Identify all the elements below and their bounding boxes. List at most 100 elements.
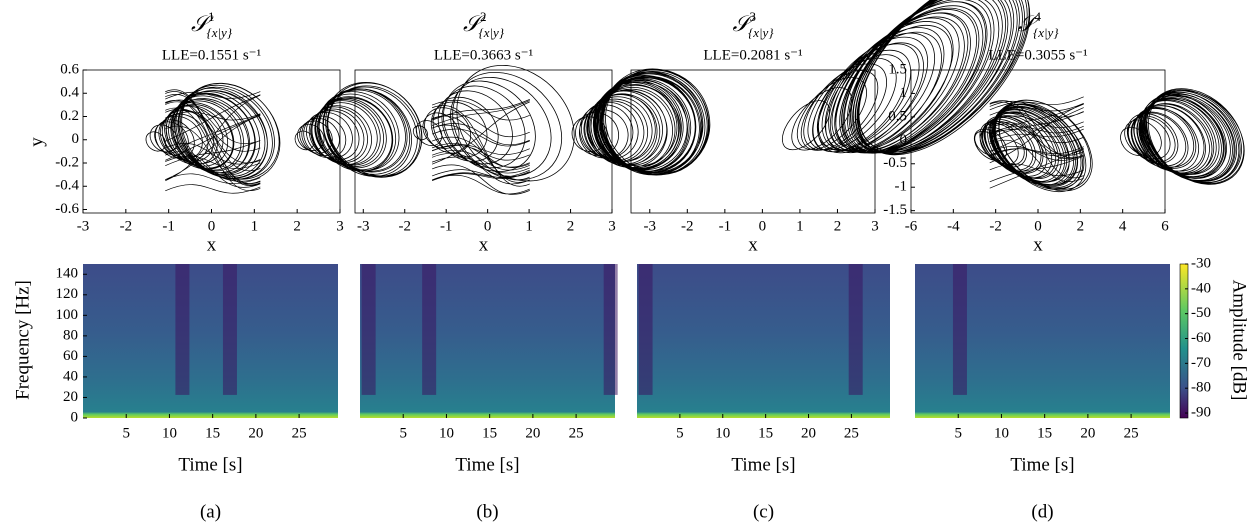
title-sub: {x|y} bbox=[748, 25, 774, 40]
y-tick-label: 140 bbox=[56, 266, 79, 282]
x-tick-label: 25 bbox=[292, 425, 307, 441]
y-tick-label: 0.4 bbox=[60, 85, 79, 101]
trajectory-loop bbox=[781, 0, 1031, 156]
colorbar bbox=[1179, 263, 1189, 419]
y-tick-label: 20 bbox=[63, 389, 78, 405]
spectrogram-dip bbox=[222, 264, 237, 395]
trajectory-loop bbox=[145, 82, 281, 182]
colorbar-tick-label: -80 bbox=[1191, 380, 1211, 396]
x-tick-label: -3 bbox=[357, 218, 370, 234]
trajectory-link bbox=[165, 89, 261, 194]
x-tick-label: 15 bbox=[1037, 425, 1052, 441]
title-sup: 3 bbox=[750, 9, 757, 24]
x-tick-label: 6 bbox=[1161, 218, 1169, 234]
trajectory bbox=[145, 81, 423, 194]
colorbar-tick-label: -70 bbox=[1191, 355, 1211, 371]
trajectory-loop bbox=[294, 81, 423, 178]
x-tick-label: 25 bbox=[844, 425, 859, 441]
trajectory-loop bbox=[1120, 88, 1245, 185]
x-tick-label: 10 bbox=[439, 425, 454, 441]
x-tick-label: -3 bbox=[644, 218, 657, 234]
panel-subtitle: LLE=0.2081 s⁻¹ bbox=[703, 47, 802, 63]
x-tick-label: 0 bbox=[759, 218, 767, 234]
x-tick-label: -2 bbox=[989, 218, 1002, 234]
x-tick-label: -1 bbox=[162, 218, 175, 234]
x-tick-label: 2 bbox=[1077, 218, 1085, 234]
x-tick-label: 10 bbox=[715, 425, 730, 441]
trajectory-link bbox=[989, 96, 1084, 189]
x-axis-label: x bbox=[1033, 234, 1043, 255]
spectrogram-dip bbox=[175, 264, 190, 395]
x-axis-label: Time [s] bbox=[1010, 454, 1074, 475]
panel-subtitle: LLE=0.3663 s⁻¹ bbox=[434, 47, 533, 63]
spectrogram-dip bbox=[603, 264, 618, 395]
x-axis-label: x bbox=[207, 234, 217, 255]
x-tick-label: 25 bbox=[1124, 425, 1139, 441]
y-tick-label: 0 bbox=[72, 131, 80, 147]
x-tick-label: 1 bbox=[525, 218, 533, 234]
spectrogram-dip bbox=[361, 264, 376, 395]
trajectory bbox=[781, 0, 1031, 156]
x-tick-label: 10 bbox=[162, 425, 177, 441]
y-tick-label: 0.6 bbox=[60, 61, 79, 77]
plot-frame bbox=[630, 69, 876, 214]
title-sub: {x|y} bbox=[207, 25, 233, 40]
colorbar-tick-label: -90 bbox=[1191, 404, 1211, 420]
x-axis-label: x bbox=[479, 234, 489, 255]
y-tick-label: -1.5 bbox=[883, 202, 907, 218]
panel-title: 𝒮1 {x|y} bbox=[191, 9, 233, 40]
x-tick-label: -4 bbox=[947, 218, 960, 234]
y-axis-label: Frequency [Hz] bbox=[12, 280, 33, 400]
x-tick-label: 5 bbox=[954, 425, 962, 441]
y-tick-label: 40 bbox=[63, 368, 78, 384]
panel-subtitle: LLE=0.3055 s⁻¹ bbox=[988, 47, 1087, 63]
x-tick-label: 0 bbox=[484, 218, 492, 234]
colorbar-tick-label: -50 bbox=[1191, 305, 1211, 321]
y-tick-label: -0.2 bbox=[55, 154, 79, 170]
colorbar-tick-label: -30 bbox=[1191, 255, 1211, 271]
x-tick-label: 1 bbox=[796, 218, 804, 234]
title-sub: {x|y} bbox=[479, 25, 505, 40]
x-axis-label: Time [s] bbox=[731, 454, 795, 475]
y-tick-label: 1.5 bbox=[888, 61, 907, 77]
x-tick-label: -2 bbox=[120, 218, 133, 234]
x-tick-label: 15 bbox=[205, 425, 220, 441]
y-tick-label: 120 bbox=[56, 286, 79, 302]
x-tick-label: 15 bbox=[482, 425, 497, 441]
x-tick-label: 3 bbox=[871, 218, 879, 234]
x-axis-label: x bbox=[748, 234, 758, 255]
x-tick-label: -1 bbox=[440, 218, 453, 234]
x-tick-label: 10 bbox=[994, 425, 1009, 441]
y-tick-label: -1 bbox=[895, 179, 908, 195]
title-sup: 4 bbox=[1035, 9, 1042, 24]
panel-subtitle: LLE=0.1551 s⁻¹ bbox=[162, 47, 261, 63]
trajectory-loop bbox=[571, 68, 711, 176]
trajectory bbox=[973, 88, 1245, 192]
y-tick-label: -0.6 bbox=[55, 201, 79, 217]
x-tick-label: 2 bbox=[567, 218, 575, 234]
x-tick-label: 20 bbox=[1080, 425, 1095, 441]
x-tick-label: 5 bbox=[676, 425, 684, 441]
x-tick-label: 5 bbox=[122, 425, 130, 441]
plot-frame bbox=[354, 69, 613, 214]
trajectory-link bbox=[431, 99, 530, 195]
colorbar-label: Amplitude [dB] bbox=[1229, 280, 1250, 401]
x-tick-label: 5 bbox=[399, 425, 407, 441]
x-tick-label: 2 bbox=[834, 218, 842, 234]
panel-title: 𝒮3 {x|y} bbox=[732, 9, 774, 40]
x-tick-label: 20 bbox=[525, 425, 540, 441]
y-tick-label: 0 bbox=[71, 409, 79, 425]
x-tick-label: 15 bbox=[758, 425, 773, 441]
x-tick-label: -2 bbox=[398, 218, 411, 234]
x-tick-label: 3 bbox=[608, 218, 616, 234]
title-sub: {x|y} bbox=[1033, 25, 1059, 40]
y-tick-label: 60 bbox=[63, 348, 78, 364]
x-tick-label: -3 bbox=[77, 218, 90, 234]
panel-caption: (a) bbox=[200, 501, 221, 522]
panel-title: 𝒮4 {x|y} bbox=[1017, 9, 1059, 40]
panel-title: 𝒮2 {x|y} bbox=[463, 9, 505, 40]
spectrogram-dip bbox=[422, 264, 437, 395]
x-axis-label: Time [s] bbox=[178, 454, 242, 475]
x-tick-label: 0 bbox=[208, 218, 216, 234]
y-tick-label: 1 bbox=[900, 85, 908, 101]
